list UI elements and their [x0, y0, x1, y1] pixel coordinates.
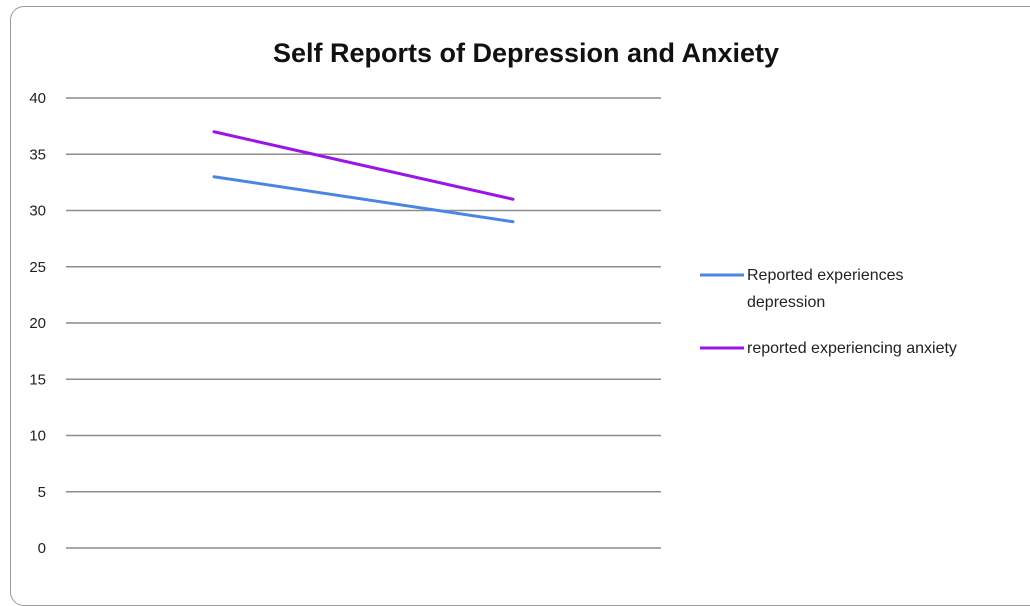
legend-label-0: Reported experiences — [747, 267, 904, 284]
y-tick-label: 25 — [29, 259, 46, 276]
legend: Reported experiences depression reported e… — [700, 267, 957, 357]
y-tick-label: 20 — [29, 315, 46, 332]
y-tick-label: 0 — [38, 540, 46, 557]
gridlines — [66, 97, 661, 549]
y-tick-label: 10 — [29, 428, 46, 445]
y-tick-label: 15 — [29, 371, 46, 388]
y-axis-ticks: 0 5 10 15 20 25 30 35 40 — [29, 90, 46, 557]
y-tick-label: 40 — [29, 90, 46, 107]
y-tick-label: 35 — [29, 146, 46, 163]
series-line-0 — [212, 175, 515, 224]
series-line-1 — [212, 130, 515, 201]
y-tick-label: 30 — [29, 203, 46, 220]
legend-label-1: reported experiencing anxiety — [747, 340, 957, 357]
series-lines — [212, 130, 515, 224]
line-chart: Self Reports of Depression and Anxiety 0… — [29, 38, 957, 557]
chart-title: Self Reports of Depression and Anxiety — [273, 38, 779, 68]
y-tick-label: 5 — [38, 484, 46, 501]
legend-label-0: depression — [747, 294, 825, 311]
